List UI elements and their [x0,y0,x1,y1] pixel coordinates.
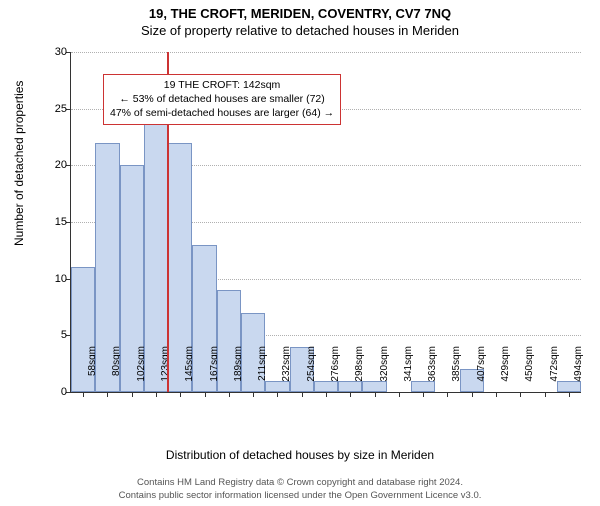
xtick-mark [132,392,133,397]
footer-line-1: Contains HM Land Registry data © Crown c… [0,477,600,489]
plot-area: 05101520253058sqm80sqm102sqm123sqm145sqm… [70,52,581,393]
xtick-mark [520,392,521,397]
annotation-line-2: ← 53% of detached houses are smaller (72… [110,92,334,106]
annotation-line-3: 47% of semi-detached houses are larger (… [110,106,334,120]
gridline [71,52,581,53]
xtick-mark [253,392,254,397]
ytick-label: 20 [37,159,67,171]
xtick-label: 407sqm [476,346,487,396]
xtick-mark [180,392,181,397]
xtick-mark [205,392,206,397]
xtick-mark [156,392,157,397]
annotation-box: 19 THE CROFT: 142sqm← 53% of detached ho… [103,74,341,125]
xtick-label: 450sqm [524,346,535,396]
xtick-mark [107,392,108,397]
x-axis-label: Distribution of detached houses by size … [0,448,600,462]
xtick-mark [399,392,400,397]
page-title-address: 19, THE CROFT, MERIDEN, COVENTRY, CV7 7N… [0,6,600,21]
xtick-mark [277,392,278,397]
ytick-label: 5 [37,329,67,341]
xtick-mark [229,392,230,397]
xtick-mark [350,392,351,397]
footer-line-2: Contains public sector information licen… [0,490,600,502]
ytick-label: 10 [37,273,67,285]
annotation-line-1: 19 THE CROFT: 142sqm [110,78,334,92]
page-title-desc: Size of property relative to detached ho… [0,23,600,38]
ytick-label: 25 [37,103,67,115]
footer-attribution: Contains HM Land Registry data © Crown c… [0,477,600,502]
ytick-label: 15 [37,216,67,228]
y-axis-label: Number of detached properties [12,81,26,246]
xtick-mark [375,392,376,397]
xtick-mark [496,392,497,397]
chart-container: 05101520253058sqm80sqm102sqm123sqm145sqm… [50,52,580,432]
xtick-mark [569,392,570,397]
xtick-label: 363sqm [427,346,438,396]
xtick-mark [545,392,546,397]
ytick-label: 0 [37,386,67,398]
xtick-mark [423,392,424,397]
xtick-mark [472,392,473,397]
xtick-label: 320sqm [379,346,390,396]
xtick-mark [83,392,84,397]
xtick-label: 429sqm [500,346,511,396]
xtick-mark [326,392,327,397]
xtick-mark [302,392,303,397]
xtick-mark [447,392,448,397]
ytick-label: 30 [37,46,67,58]
xtick-label: 494sqm [573,346,584,396]
